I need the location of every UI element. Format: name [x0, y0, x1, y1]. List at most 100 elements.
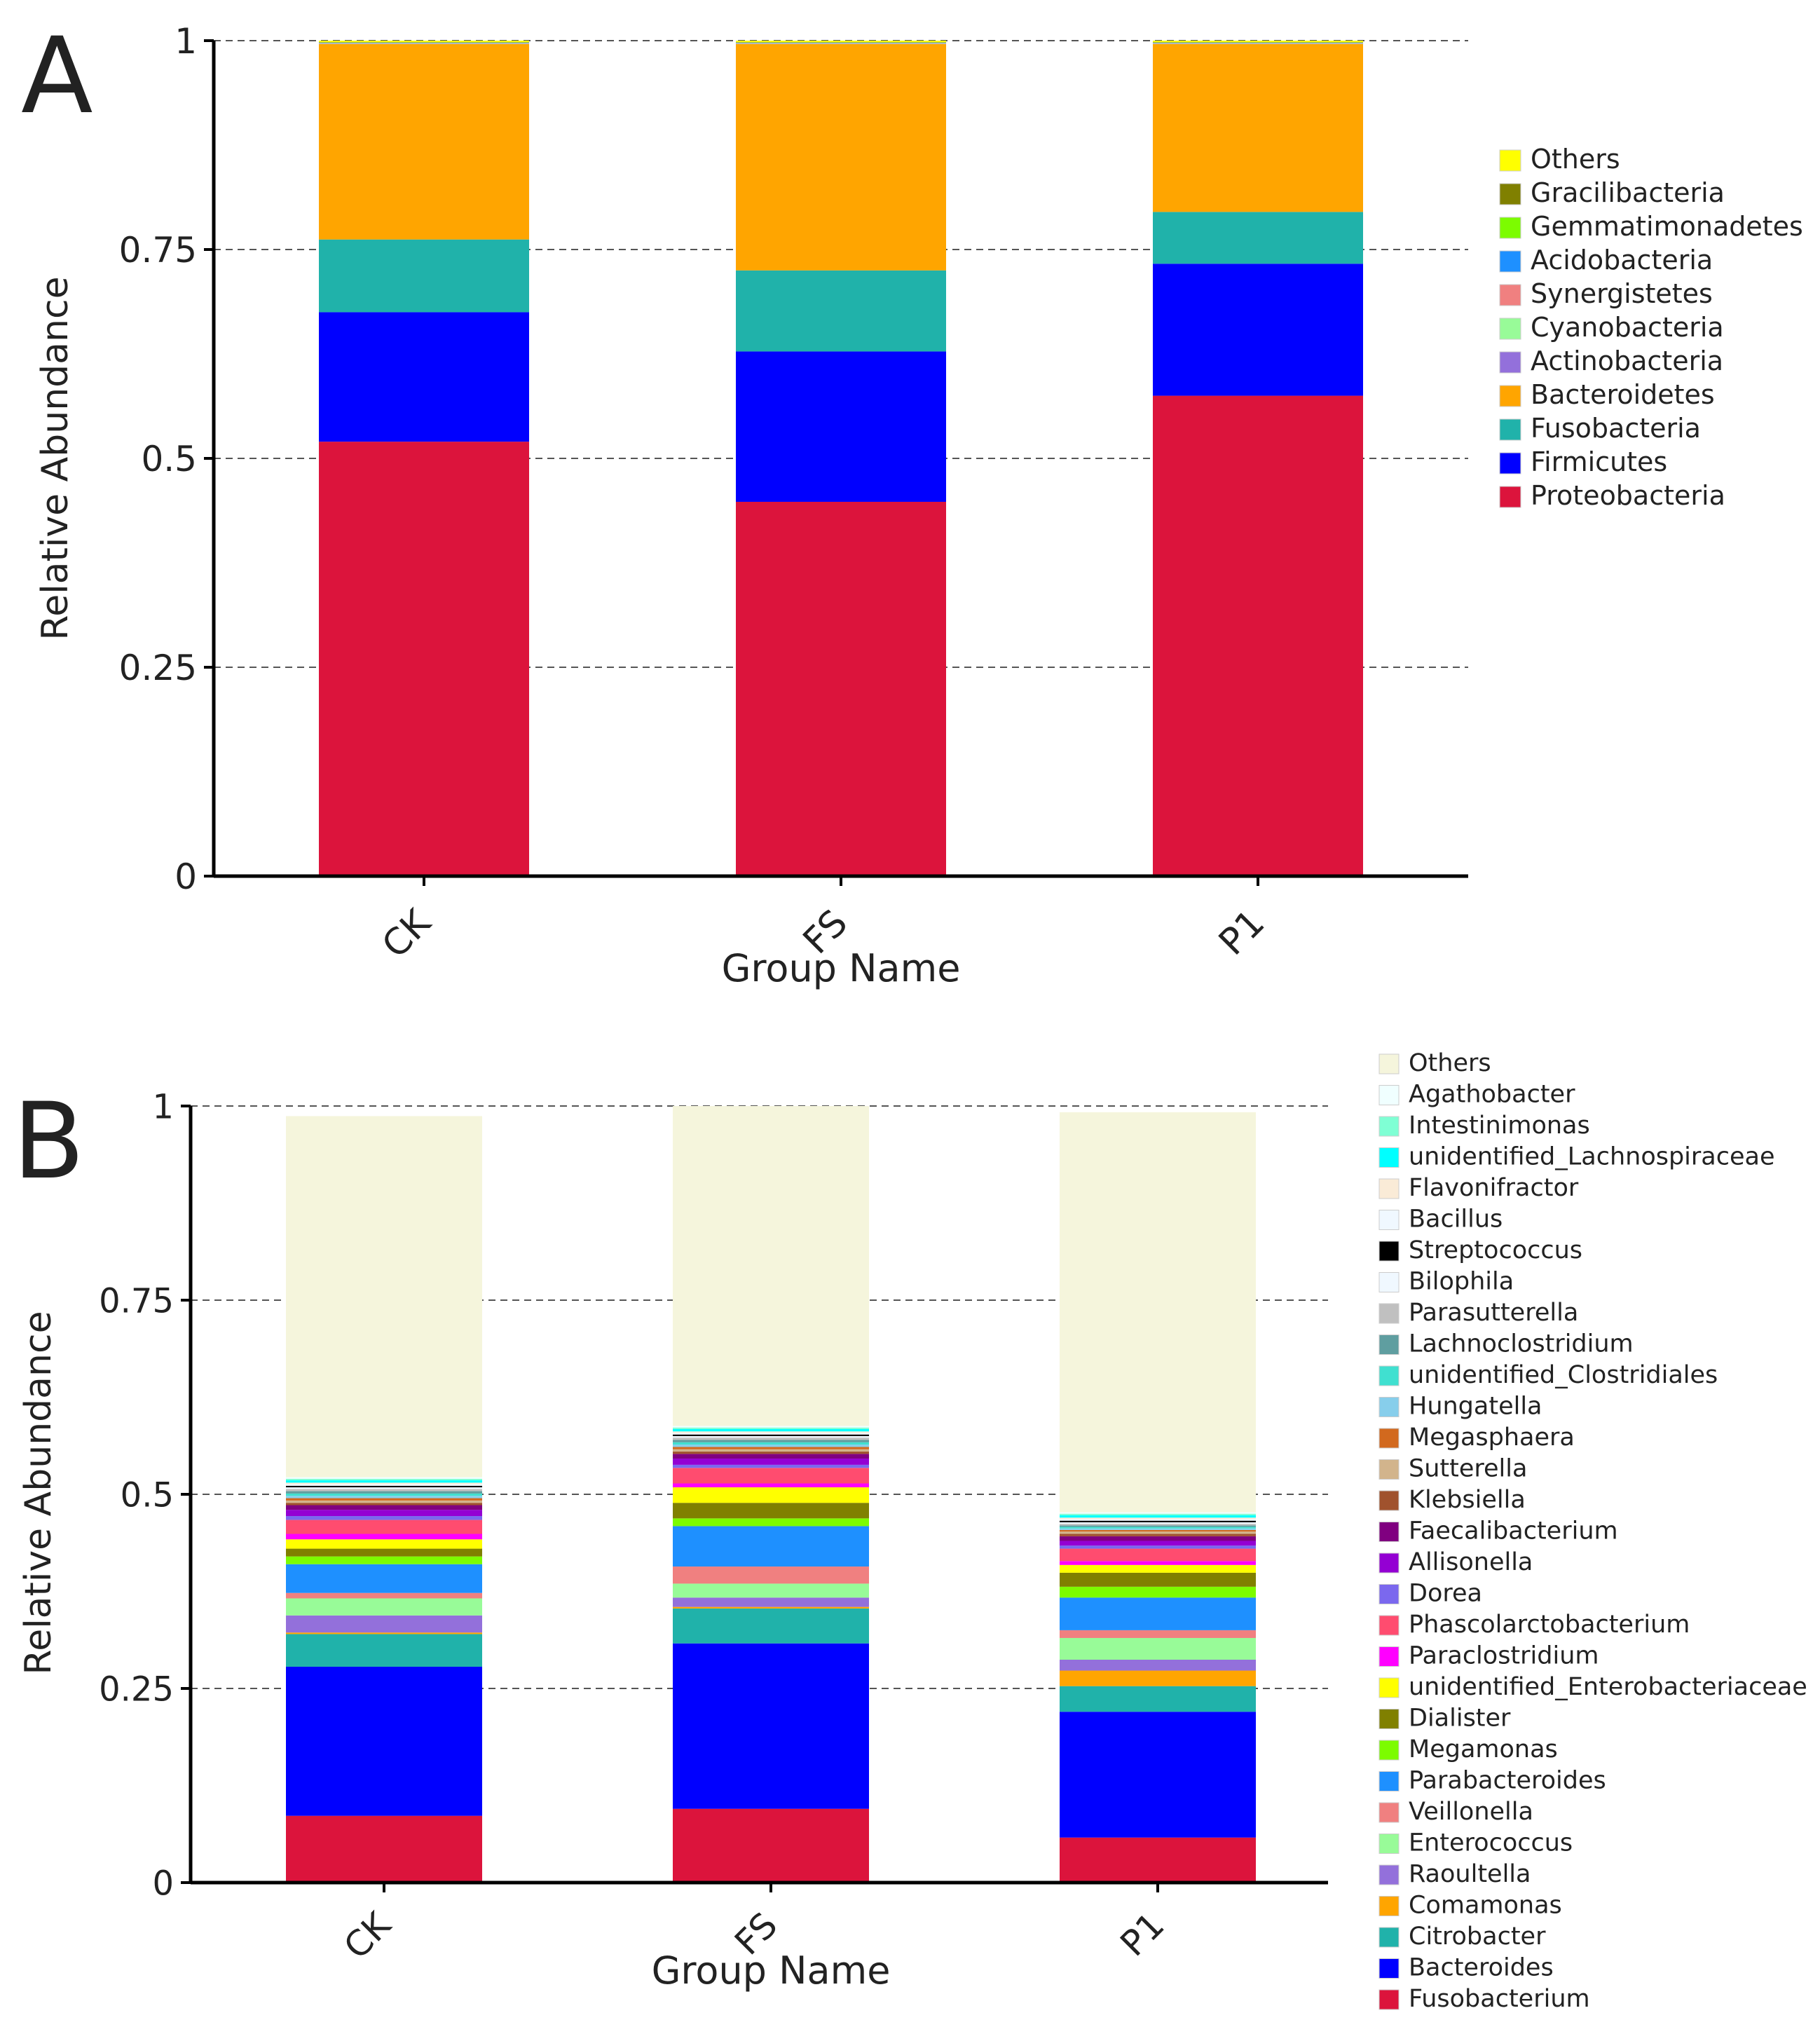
- panel-b-legend-label-allisonella: Allisonella: [1409, 1548, 1533, 1576]
- panel-b-legend-swatch-unidentified-clostridiales: [1378, 1365, 1400, 1386]
- panel-b-bar-ck-fusobacterium: [286, 1815, 482, 1883]
- panel-a-bar-ck-fusobacteria: [319, 239, 529, 313]
- panel-b-legend-label-bacteroides: Bacteroides: [1409, 1954, 1554, 1982]
- panel-a-legend-label-acidobacteria: Acidobacteria: [1531, 245, 1713, 275]
- panel-b-legend-label-unidentified-lachnospiraceae: unidentified_Lachnospiraceae: [1409, 1143, 1775, 1171]
- panel-a-bar-ck-others: [319, 41, 529, 42]
- panel-b-bar-fs-agathobacter: [673, 1426, 869, 1428]
- panel-a-bar-fs-bacteroidetes: [736, 43, 946, 271]
- panel-b-legend-label-faecalibacterium: Faecalibacterium: [1409, 1517, 1618, 1545]
- panel-b-bar-fs-klebsiella: [673, 1452, 869, 1454]
- panel-b-bar-ck-parasutterella: [286, 1489, 482, 1492]
- panel-b-bar-p1-unidentified-enterobacteriaceae: [1060, 1564, 1256, 1573]
- panel-b-bar-ck-megasphaera: [286, 1498, 482, 1501]
- panel-b-legend-swatch-megasphaera: [1378, 1428, 1400, 1449]
- panel-b-bar-ck-paraclostridium: [286, 1534, 482, 1540]
- panel-b-bar-ck-raoultella: [286, 1615, 482, 1633]
- panel-b-bar-fs-sutterella: [673, 1449, 869, 1452]
- panel-b-legend-swatch-citrobacter: [1378, 1927, 1400, 1948]
- panel-b-legend-label-sutterella: Sutterella: [1409, 1455, 1527, 1483]
- panel-b-legend-swatch-paraclostridium: [1378, 1646, 1400, 1667]
- panel-b-yticks: 0 0.25 0.5 0.75 1: [99, 1087, 191, 1903]
- panel-b-bar-p1-klebsiella: [1060, 1534, 1256, 1536]
- panel-b-bar-fs-lachnoclostridium: [673, 1440, 869, 1442]
- panel-b-bar-ck-dialister: [286, 1548, 482, 1557]
- panel-b-bar-p1-dorea: [1060, 1545, 1256, 1549]
- panel-b-legend-swatch-veillonella: [1378, 1802, 1400, 1823]
- panel-b-bar-fs-parabacteroides: [673, 1526, 869, 1567]
- panel-b-legend-label-phascolarctobacterium: Phascolarctobacterium: [1409, 1611, 1690, 1639]
- panel-a-bar-ck-proteobacteria: [319, 442, 529, 876]
- panel-b-bar-ck-bacteroides: [286, 1666, 482, 1816]
- panel-b-bar-ck-streptococcus: [286, 1485, 482, 1488]
- panel-b-bar-p1-streptococcus: [1060, 1520, 1256, 1522]
- panel-a-bar-fs-firmicutes: [736, 351, 946, 502]
- panel-b-legend-swatch-faecalibacterium: [1378, 1522, 1400, 1542]
- panel-b-bar-p1-bacillus: [1060, 1519, 1256, 1521]
- panel-a-bar-p1-others: [1153, 41, 1363, 42]
- panel-b-bar-p1-bilophila: [1060, 1522, 1256, 1524]
- panel-b-bar-ck-phascolarctobacterium: [286, 1520, 482, 1534]
- panel-b-bar-p1-paraclostridium: [1060, 1561, 1256, 1565]
- panel-b-legend-swatch-bacteroides: [1378, 1958, 1400, 1979]
- panel-a-legend-swatch-firmicutes: [1499, 452, 1521, 475]
- panel-a-legend-swatch-cyanobacteria: [1499, 318, 1521, 340]
- panel-a-ytick-label: 1: [175, 21, 197, 62]
- panel-b-bar-fs-dialister: [673, 1503, 869, 1519]
- panel-b-legend-label-dialister: Dialister: [1409, 1705, 1511, 1733]
- panel-b-legend-swatch-others: [1378, 1053, 1400, 1074]
- panel-b-legend-label-fusobacterium: Fusobacterium: [1409, 1985, 1590, 2013]
- panel-a-ytick-label: 0.75: [119, 230, 197, 271]
- panel-b-bar-p1-dialister: [1060, 1572, 1256, 1587]
- panel-b-bar-fs-intestinimonas: [673, 1427, 869, 1429]
- panel-b-bar-ck-hungatella: [286, 1496, 482, 1499]
- panel-a-legend-swatch-acidobacteria: [1499, 250, 1521, 273]
- panel-a-bar-ck-bacteroidetes: [319, 43, 529, 240]
- panel-a-legend-label-proteobacteria: Proteobacteria: [1531, 480, 1725, 511]
- panel-b-bar-p1-allisonella: [1060, 1541, 1256, 1546]
- panel-a-bar-p1-bacteroidetes: [1153, 43, 1363, 212]
- panel-b-legend-label-megasphaera: Megasphaera: [1409, 1424, 1575, 1452]
- panel-b-bar-fs-faecalibacterium: [673, 1454, 869, 1459]
- panel-b-bar-fs-allisonella: [673, 1459, 869, 1465]
- panel-b-bar-ck-others: [286, 1116, 482, 1477]
- panel-a-legend-label-cyanobacteria: Cyanobacteria: [1531, 312, 1724, 343]
- panel-b-bar-p1-citrobacter: [1060, 1686, 1256, 1712]
- panel-a-legend-label-others: Others: [1531, 144, 1620, 175]
- panel-b-bar-p1-parabacteroides: [1060, 1597, 1256, 1630]
- panel-b-bar-p1-megamonas: [1060, 1586, 1256, 1598]
- panel-a-bar-fs-others: [736, 41, 946, 42]
- panel-b-bar-ck-unidentified-lachnospiraceae: [286, 1480, 482, 1483]
- panel-a-bar-fs-fusobacteria: [736, 270, 946, 352]
- panel-b-bar-ck-veillonella: [286, 1592, 482, 1599]
- panel-a-legend-label-gracilibacteria: Gracilibacteria: [1531, 177, 1725, 208]
- panel-b-legend-swatch-agathobacter: [1378, 1085, 1400, 1105]
- panel-b-ytick-label: 1: [152, 1087, 174, 1126]
- panel-b-bar-p1-megasphaera: [1060, 1529, 1256, 1532]
- panel-b-legend-swatch-flavonifractor: [1378, 1178, 1400, 1199]
- panel-b-bar-fs-unidentified-enterobacteriaceae: [673, 1487, 869, 1503]
- panel-b-legend-label-comamonas: Comamonas: [1409, 1892, 1562, 1920]
- panel-b: B 00.250.50.751 CK FS P1 Relative Abundanc…: [13, 1049, 1807, 2013]
- panel-b-legend-swatch-dorea: [1378, 1584, 1400, 1604]
- panel-a-legend-swatch-bacteroidetes: [1499, 385, 1521, 407]
- panel-b-bar-p1-sutterella: [1060, 1531, 1256, 1534]
- panel-a: A 00.250.50.751 CK FS P1 Relative Abundanc…: [21, 15, 1803, 990]
- panel-b-bar-p1-others: [1060, 1112, 1256, 1513]
- panel-b-legend-swatch-lachnoclostridium: [1378, 1334, 1400, 1355]
- panel-b-bar-ck-dorea: [286, 1516, 482, 1520]
- panel-b-legend: Others Agathobacter Intestinimonas unidenti…: [1378, 1049, 1807, 2013]
- panel-a-legend-swatch-others: [1499, 149, 1521, 172]
- panel-label-b: B: [13, 1081, 85, 1203]
- panel-b-legend-label-agathobacter: Agathobacter: [1409, 1081, 1575, 1109]
- panel-b-xtick-label-p1: P1: [1113, 1904, 1172, 1964]
- panel-b-bar-fs-unidentified-lachnospiraceae: [673, 1428, 869, 1432]
- panel-b-legend-label-parasutterella: Parasutterella: [1409, 1299, 1578, 1327]
- panel-a-xtick-label-ck: CK: [374, 901, 440, 967]
- panel-b-bar-p1-fusobacterium: [1060, 1837, 1256, 1883]
- panel-b-bar-fs-hungatella: [673, 1445, 869, 1447]
- panel-b-legend-swatch-raoultella: [1378, 1864, 1400, 1885]
- panel-a-legend-label-actinobacteria: Actinobacteria: [1531, 346, 1723, 376]
- panel-a-bar-ck-firmicutes: [319, 312, 529, 442]
- panel-b-bar-fs-bilophila: [673, 1435, 869, 1438]
